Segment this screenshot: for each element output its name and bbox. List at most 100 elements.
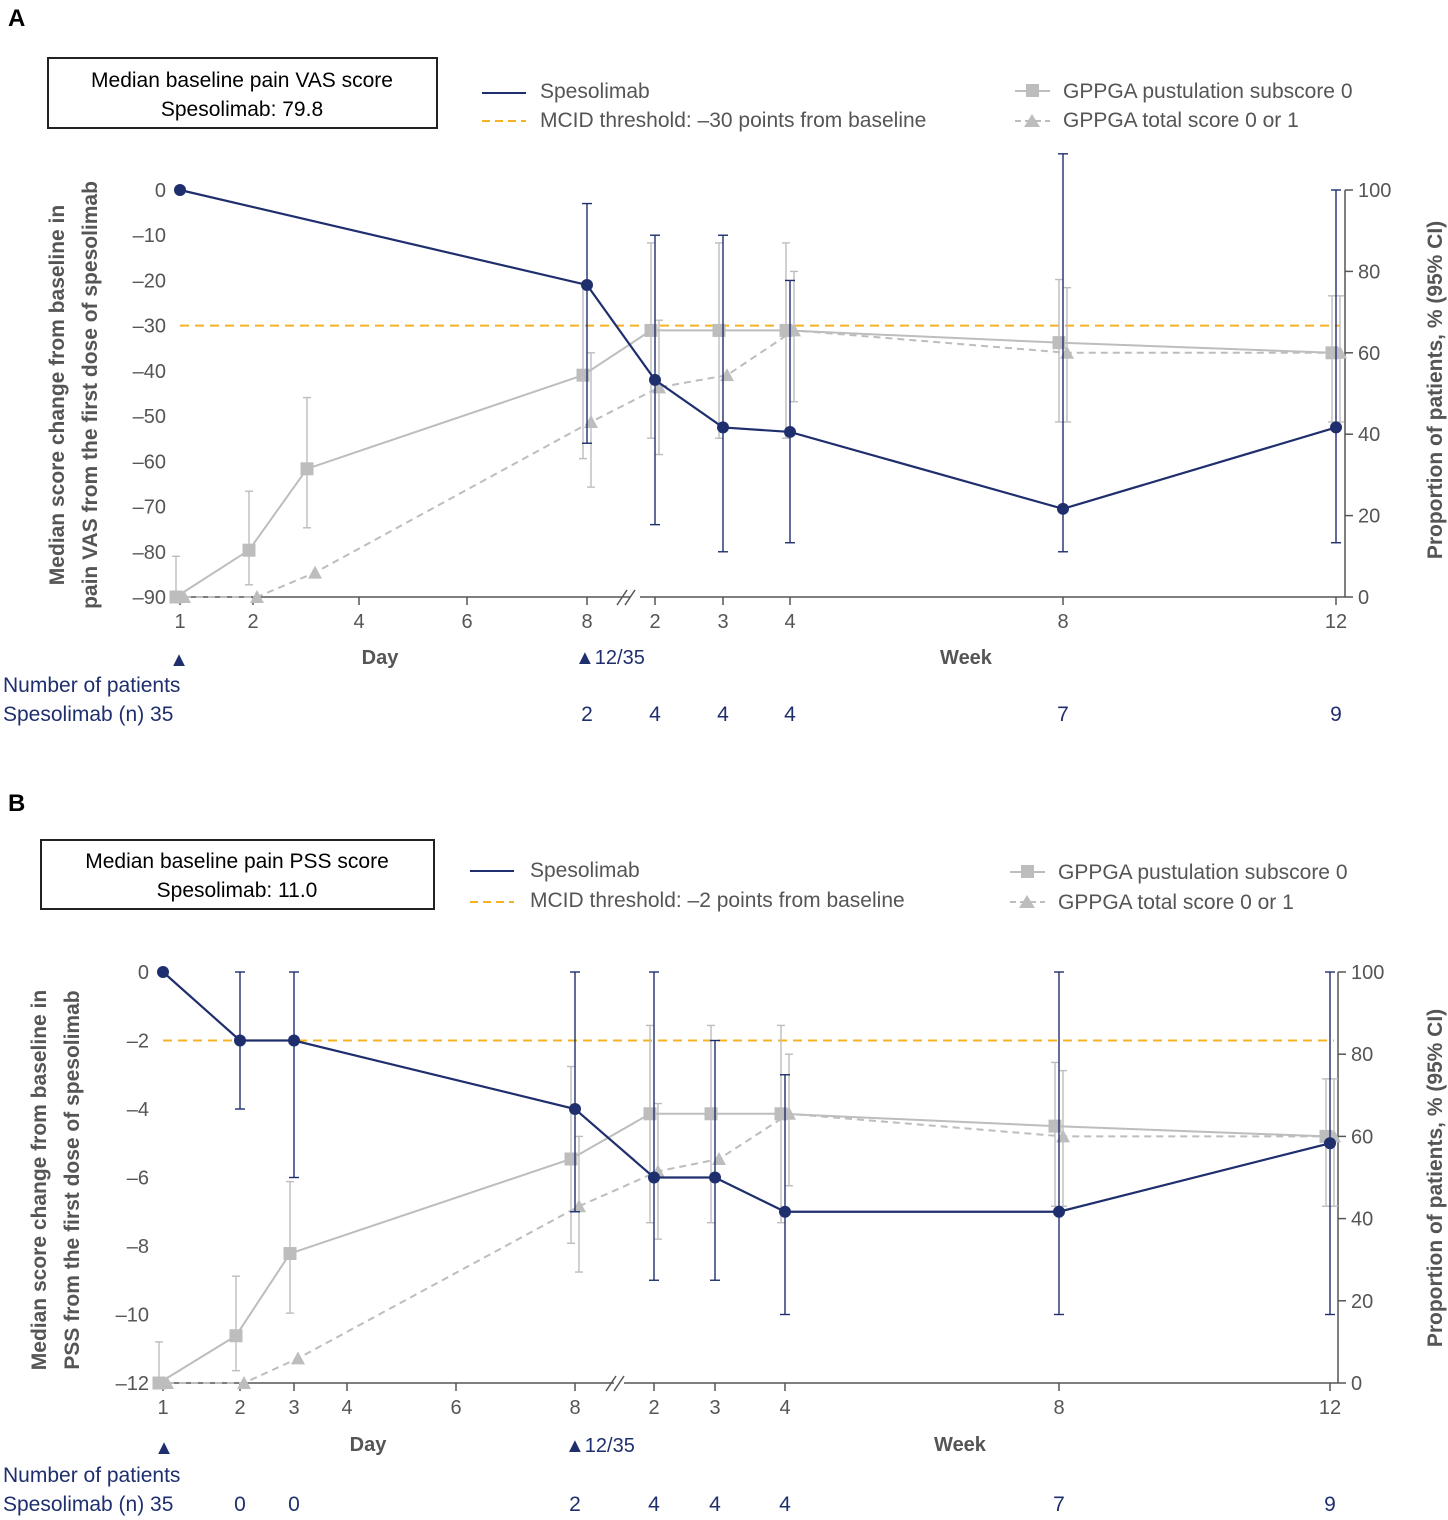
patient-count: 4: [709, 1493, 721, 1516]
gppga-total-point: [712, 1152, 726, 1166]
x-tick-label: 3: [709, 1397, 720, 1419]
patient-count: 0: [234, 1493, 246, 1516]
legend-a-total-marker: [1024, 114, 1040, 127]
spesolimab-error-bar: [1054, 971, 1064, 1316]
right-tick-label: 40: [1358, 424, 1380, 446]
info-box-b-line2: Spesolimab: 11.0: [157, 879, 318, 902]
panel-b: B Median baseline pain PSS score Spesoli…: [3, 790, 1447, 1516]
patient-count: 4: [717, 703, 729, 726]
gppga-pustulation-line: [158, 1112, 1327, 1384]
gppga-total-point: [291, 1351, 305, 1365]
spesolimab-line: [179, 188, 1337, 510]
x-tick-label: 12: [1319, 1397, 1341, 1419]
gppga-pustulation-point: [1048, 1119, 1062, 1133]
legend-b-total-marker: [1019, 895, 1035, 908]
gppga-total-point: [160, 1376, 174, 1389]
legend-b-pustulation-marker: [1021, 865, 1034, 878]
left-tick-label: –8: [127, 1236, 149, 1258]
x-tick-label: 4: [341, 1397, 352, 1419]
x-tick-label: 8: [581, 611, 592, 633]
spesolimab-error-bar: [710, 1039, 720, 1281]
x-tick-label: 2: [648, 1397, 659, 1419]
spesolimab-error-bar: [785, 279, 795, 544]
spesolimab-error-bar: [1058, 153, 1068, 553]
y-axis-title-b-line1: Median score change from baseline in: [28, 990, 51, 1370]
panel-a: A Median baseline pain VAS score Spesoli…: [3, 5, 1447, 726]
legend-b-mcid-label: MCID threshold: –2 points from baseline: [530, 889, 905, 912]
patient-count: 4: [649, 703, 661, 726]
gppga-pustulation-point: [643, 1107, 657, 1121]
info-box-a-line1: Median baseline pain VAS score: [91, 69, 393, 92]
legend-b-total-label: GPPGA total score 0 or 1: [1058, 891, 1294, 914]
gppga-pustulation-point: [229, 1329, 243, 1343]
panel-a-label: A: [8, 5, 25, 32]
gppga-pustulation-error-bar: [715, 242, 723, 439]
left-tick-label: –6: [127, 1168, 149, 1190]
spesolimab-point: [648, 1171, 660, 1184]
right-tick-label: 0: [1358, 587, 1369, 609]
gppga-pustulation-point: [300, 462, 314, 476]
left-tick-label: –10: [133, 225, 166, 247]
patients-row-label-b: Spesolimab (n) 35: [3, 1493, 173, 1516]
left-tick-label: –50: [133, 406, 166, 428]
patient-count: 4: [784, 703, 796, 726]
legend-a-spesolimab-label: Spesolimab: [540, 80, 650, 103]
patient-count: 0: [288, 1493, 300, 1516]
x-tick-label: 8: [1057, 611, 1068, 633]
x-tick-label: 8: [1053, 1397, 1064, 1419]
spesolimab-point: [649, 373, 661, 386]
spesolimab-error-bar: [289, 971, 299, 1179]
spesolimab-error-bar: [1331, 189, 1341, 544]
patient-count: 9: [1324, 1493, 1336, 1516]
gppga-pustulation-point: [644, 323, 658, 337]
x-tick-label: 2: [234, 1397, 245, 1419]
left-tick-label: –12: [116, 1373, 149, 1395]
legend-a-mcid-label: MCID threshold: –30 points from baseline: [540, 109, 926, 132]
x-tick-label: 4: [784, 611, 795, 633]
x-tick-label: 6: [450, 1397, 461, 1419]
left-tick-label: –30: [133, 316, 166, 338]
x-tick-label: 2: [649, 611, 660, 633]
patient-count: 4: [648, 1493, 660, 1516]
gppga-pustulation-error-bar: [707, 1024, 715, 1224]
info-box-a-line2: Spesolimab: 79.8: [161, 98, 323, 121]
gppga-pustulation-error-bar: [232, 1275, 240, 1372]
spesolimab-point: [709, 1171, 721, 1184]
gppga-pustulation-error-bar: [1051, 1061, 1059, 1207]
spesolimab-line: [162, 971, 1331, 1213]
gppga-total-point: [237, 1376, 251, 1389]
x-tick-label: 4: [353, 611, 364, 633]
left-tick-label: –2: [127, 1031, 149, 1053]
gray-series-b: [152, 1024, 1341, 1390]
gray-series-a: [169, 242, 1347, 604]
gppga-total-point: [308, 565, 322, 579]
ticks-a: 0 –10 –20 –30 –40 –50 –60 –70 –80 –90 0 20 40 60 80 100…: [133, 180, 1392, 633]
patients-row-label-a: Spesolimab (n) 35: [3, 703, 173, 726]
left-tick-label: –20: [133, 270, 166, 292]
x-tick-label: 3: [288, 1397, 299, 1419]
right-axis-title-b: Proportion of patients, % (95% CI): [1424, 1009, 1447, 1347]
spesolimab-point: [581, 278, 593, 291]
right-tick-label: 60: [1358, 343, 1380, 365]
left-tick-label: 0: [138, 962, 149, 984]
gppga-total-point: [572, 1199, 586, 1213]
info-box-b: [40, 839, 435, 910]
right-tick-label: 20: [1358, 506, 1380, 528]
spesolimab-point: [784, 425, 796, 438]
y-axis-title-b-line2: PSS from the first dose of spesolimab: [61, 990, 84, 1369]
spesolimab-point: [1330, 421, 1342, 434]
legend-b-pustulation-label: GPPGA pustulation subscore 0: [1058, 861, 1348, 884]
legend-a-pustulation-marker: [1026, 84, 1039, 97]
spesolimab-point: [717, 421, 729, 434]
gppga-pustulation-point: [283, 1247, 297, 1261]
spesolimab-error-bar: [649, 971, 659, 1281]
patients-header-b: Number of patients: [3, 1464, 180, 1487]
spesolimab-error-bar: [780, 1074, 790, 1316]
second-dose-label-a: ▲12/35: [575, 647, 645, 669]
left-tick-label: –4: [127, 1099, 149, 1121]
spesolimab-point: [779, 1205, 791, 1218]
spesolimab-error-bar: [718, 234, 728, 553]
x-label-week-b: Week: [934, 1434, 987, 1456]
x-tick-label: 2: [247, 611, 258, 633]
left-tick-label: –60: [133, 451, 166, 473]
